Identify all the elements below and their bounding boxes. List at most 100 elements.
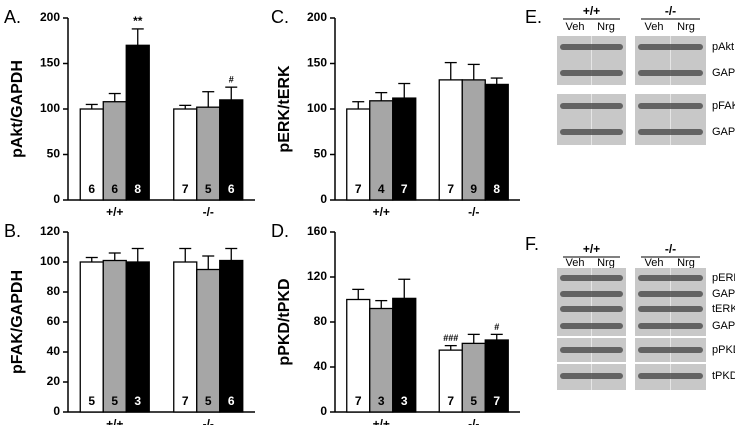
x-tick-label: -/- (468, 205, 479, 219)
y-tick-label: 60 (47, 314, 61, 328)
n-label: 7 (493, 394, 500, 408)
row-label: GAPDH (712, 126, 735, 138)
panel-label: F. (525, 234, 539, 254)
x-tick-label: +/+ (106, 417, 123, 425)
y-axis-label: pFAK/GAPDH (9, 270, 26, 374)
blot-band (560, 44, 623, 50)
panel-label: C. (271, 7, 289, 27)
bar (392, 97, 417, 201)
bar (219, 99, 244, 201)
blot-band (560, 70, 623, 76)
row-label: GAPDH (712, 320, 735, 332)
blot-band (560, 275, 623, 281)
significance-label: ### (443, 333, 458, 343)
lane-label: Nrg (677, 257, 695, 269)
bar (102, 259, 127, 413)
n-label: 6 (228, 182, 235, 196)
blot-band (560, 347, 623, 353)
y-axis-label: pERK/tERK (276, 65, 293, 153)
bar (125, 44, 150, 201)
y-tick-label: 0 (320, 192, 327, 206)
y-tick-label: 50 (314, 147, 328, 161)
y-tick-label: 120 (40, 224, 60, 238)
row-label: pAkt (712, 41, 734, 53)
blot-band (560, 306, 623, 312)
n-label: 9 (470, 182, 477, 196)
panel-label: B. (4, 221, 21, 241)
y-tick-label: 40 (47, 344, 61, 358)
blot-band (638, 373, 703, 379)
lane-label: Nrg (597, 257, 615, 269)
y-axis-label: pAkt/GAPDH (9, 60, 26, 158)
significance-label: # (494, 322, 499, 332)
n-label: 7 (401, 182, 408, 196)
significance-label: # (229, 75, 234, 85)
y-tick-label: 150 (40, 56, 60, 70)
row-label: pFAK (712, 100, 735, 112)
panel-label: D. (271, 221, 289, 241)
x-tick-label: +/+ (373, 417, 390, 425)
lane-label: Veh (566, 21, 585, 33)
n-label: 6 (228, 394, 235, 408)
n-label: 3 (378, 394, 385, 408)
y-tick-label: 200 (40, 10, 60, 24)
bar (484, 339, 509, 413)
n-label: 8 (493, 182, 500, 196)
group-label: -/- (665, 242, 676, 256)
x-tick-label: +/+ (106, 205, 123, 219)
n-label: 6 (111, 182, 118, 196)
row-label: tERK (712, 303, 735, 315)
row-label: pPKD (712, 344, 735, 356)
lane-label: Veh (566, 257, 585, 269)
panel-label: A. (4, 7, 21, 27)
group-label: -/- (665, 4, 676, 18)
n-label: 8 (134, 182, 141, 196)
blot-band (560, 323, 623, 329)
x-tick-label: -/- (203, 205, 214, 219)
bar (392, 297, 417, 413)
blot-band (560, 373, 623, 379)
blot-band (638, 70, 703, 76)
n-label: 7 (355, 182, 362, 196)
x-tick-label: -/- (203, 417, 214, 425)
y-tick-label: 120 (307, 269, 327, 283)
lane-label: Nrg (677, 21, 695, 33)
n-label: 3 (401, 394, 408, 408)
blot-band (560, 291, 623, 297)
x-tick-label: -/- (468, 417, 479, 425)
n-label: 5 (111, 394, 118, 408)
blot-band (638, 103, 703, 109)
lane-label: Veh (645, 257, 664, 269)
n-label: 5 (470, 394, 477, 408)
y-tick-label: 100 (307, 101, 327, 115)
y-tick-label: 100 (40, 101, 60, 115)
blot-band (638, 44, 703, 50)
x-tick-label: +/+ (373, 205, 390, 219)
row-label: pERK (712, 272, 735, 284)
panel-label: E. (525, 7, 542, 27)
n-label: 7 (447, 182, 454, 196)
y-tick-label: 200 (307, 10, 327, 24)
n-label: 3 (134, 394, 141, 408)
n-label: 7 (182, 394, 189, 408)
y-tick-label: 80 (314, 314, 328, 328)
bar (79, 261, 104, 413)
y-tick-label: 0 (53, 192, 60, 206)
lane-label: Veh (645, 21, 664, 33)
blot-band (638, 347, 703, 353)
y-tick-label: 150 (307, 56, 327, 70)
blot-band (638, 291, 703, 297)
n-label: 7 (355, 394, 362, 408)
y-tick-label: 20 (47, 374, 61, 388)
y-tick-label: 80 (47, 284, 61, 298)
row-label: tPKD (712, 370, 735, 382)
bar (484, 83, 509, 201)
y-tick-label: 100 (40, 254, 60, 268)
y-tick-label: 50 (47, 147, 61, 161)
blot-band (638, 323, 703, 329)
n-label: 5 (205, 182, 212, 196)
group-label: +/+ (583, 242, 600, 256)
blot-band (638, 275, 703, 281)
n-label: 7 (182, 182, 189, 196)
